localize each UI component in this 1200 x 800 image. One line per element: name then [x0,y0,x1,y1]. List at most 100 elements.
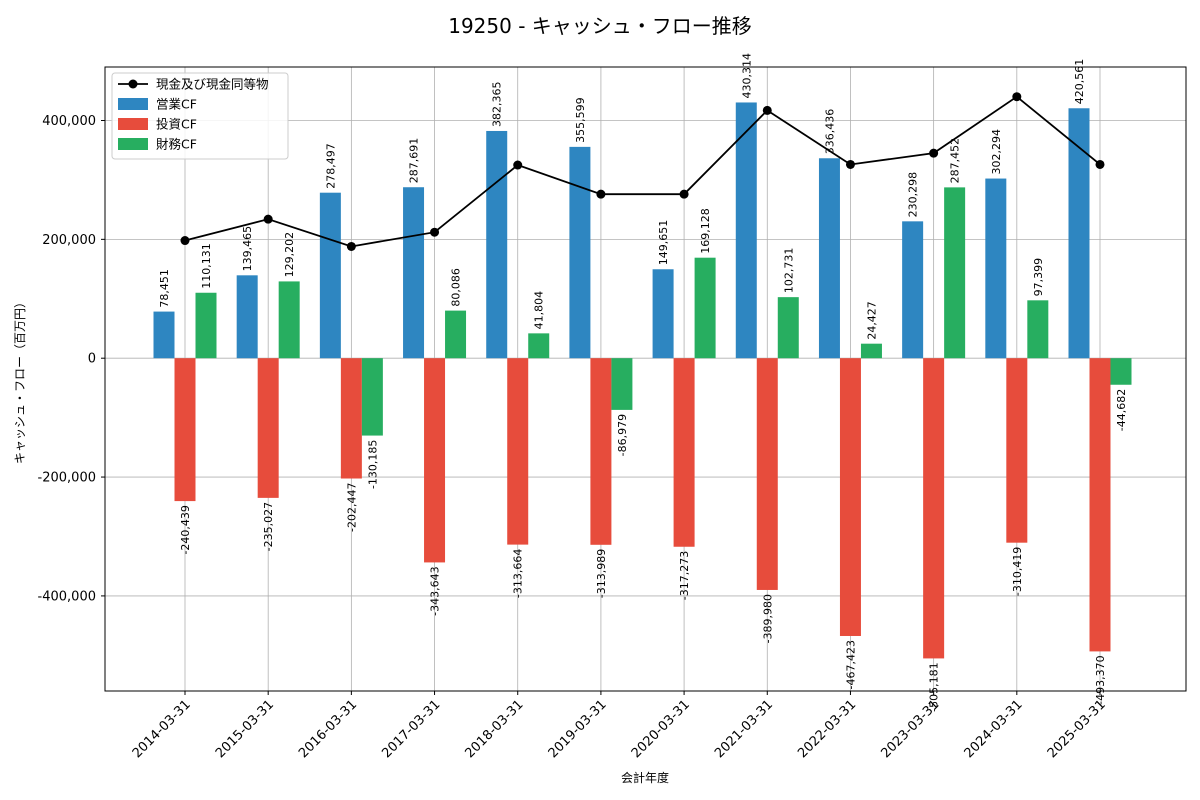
data-label-財務CF: -130,185 [366,440,379,489]
bar-財務CF [694,257,716,359]
bar-営業CF [818,158,840,359]
data-label-投資CF: -389,980 [761,594,774,643]
bar-財務CF [278,281,300,359]
data-label-投資CF: -343,643 [429,566,442,615]
data-label-営業CF: 78,451 [158,269,171,308]
bar-財務CF [1027,300,1049,359]
bar-投資CF [424,358,446,563]
cash-point [180,236,190,246]
bar-投資CF [507,358,529,545]
data-label-投資CF: -235,027 [262,502,275,551]
bar-営業CF [486,130,508,359]
data-label-営業CF: 230,298 [907,172,920,218]
data-label-投資CF: -310,419 [1011,547,1024,596]
bar-営業CF [652,269,674,359]
bar-投資CF [174,358,196,502]
data-label-営業CF: 430,314 [740,53,753,99]
data-label-営業CF: 420,561 [1073,59,1086,105]
data-label-営業CF: 336,436 [823,109,836,155]
bar-営業CF [403,187,425,359]
data-label-営業CF: 382,365 [491,81,504,127]
data-label-財務CF: -86,979 [616,414,629,456]
bar-財務CF [777,297,799,359]
legend-box [111,72,289,160]
data-label-営業CF: 139,465 [241,226,254,272]
bar-投資CF [923,358,945,659]
plot-frame [104,66,1187,692]
bar-投資CF [257,358,279,498]
data-label-財務CF: 129,202 [283,232,296,278]
cash-point [430,227,440,237]
y-tick-label: 400,000 [42,114,96,129]
bar-営業CF [569,146,591,359]
cash-point [346,241,356,251]
data-label-投資CF: -313,989 [595,549,608,598]
cash-point [263,214,273,224]
legend-swatch-財務CF [118,138,148,150]
data-label-財務CF: 287,452 [949,138,962,184]
bar-財務CF [611,358,633,410]
bar-営業CF [902,221,924,359]
data-label-営業CF: 287,691 [408,138,421,184]
data-label-財務CF: 41,804 [533,291,546,330]
cash-point [1095,159,1105,169]
bar-投資CF [673,358,695,547]
legend-label: 現金及び現金同等物 [156,77,269,92]
cash-point [929,148,939,158]
data-label-投資CF: -240,439 [179,505,192,554]
data-label-財務CF: 24,427 [865,301,878,340]
data-label-投資CF: -467,423 [844,640,857,689]
data-label-営業CF: 302,294 [990,129,1003,175]
data-label-投資CF: -202,447 [345,483,358,532]
bar-財務CF [195,292,217,359]
y-tick-label: -200,000 [38,471,96,486]
cash-point [762,105,772,115]
bar-投資CF [1006,358,1028,543]
bar-投資CF [839,358,861,636]
legend-label: 投資CF [156,117,197,132]
legend-label: 財務CF [156,137,197,152]
bar-財務CF [860,343,882,359]
bar-営業CF [985,178,1007,359]
chart-title: 19250 - キャッシュ・フロー推移 [448,14,752,38]
cash-point [1012,92,1022,102]
bar-営業CF [153,311,175,359]
data-label-財務CF: -44,682 [1115,389,1128,431]
data-label-財務CF: 80,086 [450,268,463,307]
data-label-投資CF: -317,273 [678,551,691,600]
data-label-財務CF: 102,731 [782,248,795,294]
y-tick-label: -400,000 [38,589,96,604]
bars [153,102,1132,659]
data-label-財務CF: 169,128 [699,208,712,254]
data-label-財務CF: 110,131 [200,243,213,289]
legend-label: 営業CF [156,97,197,112]
bar-営業CF [1068,108,1090,359]
data-label-営業CF: 149,651 [657,220,670,266]
bar-投資CF [1089,358,1111,652]
bar-財務CF [445,310,467,359]
data-labels: 78,451 139,465 278,497 287,691 382,365 355,59… [158,53,1128,712]
data-label-財務CF: 97,399 [1032,258,1045,297]
bar-財務CF [1110,358,1132,385]
data-label-投資CF: -505,181 [928,662,941,711]
legend-swatch-営業CF [118,98,148,110]
legend-marker [128,79,138,89]
cash-line-series [180,92,1105,251]
bar-営業CF [735,102,757,359]
data-label-投資CF: -493,370 [1094,655,1107,704]
y-axis-label: キャッシュ・フロー（百万円） [13,296,27,464]
bar-投資CF [340,358,362,479]
y-tick-label: 200,000 [42,233,96,248]
x-axis-label: 会計年度 [621,770,669,785]
cash-point [596,189,606,199]
bar-投資CF [590,358,612,545]
legend-swatch-投資CF [118,118,148,130]
cash-point [679,189,689,199]
data-label-営業CF: 355,599 [574,97,587,143]
bar-営業CF [236,275,258,359]
bar-財務CF [528,333,550,359]
bar-財務CF [361,358,383,436]
y-tick-label: 0 [88,352,96,367]
